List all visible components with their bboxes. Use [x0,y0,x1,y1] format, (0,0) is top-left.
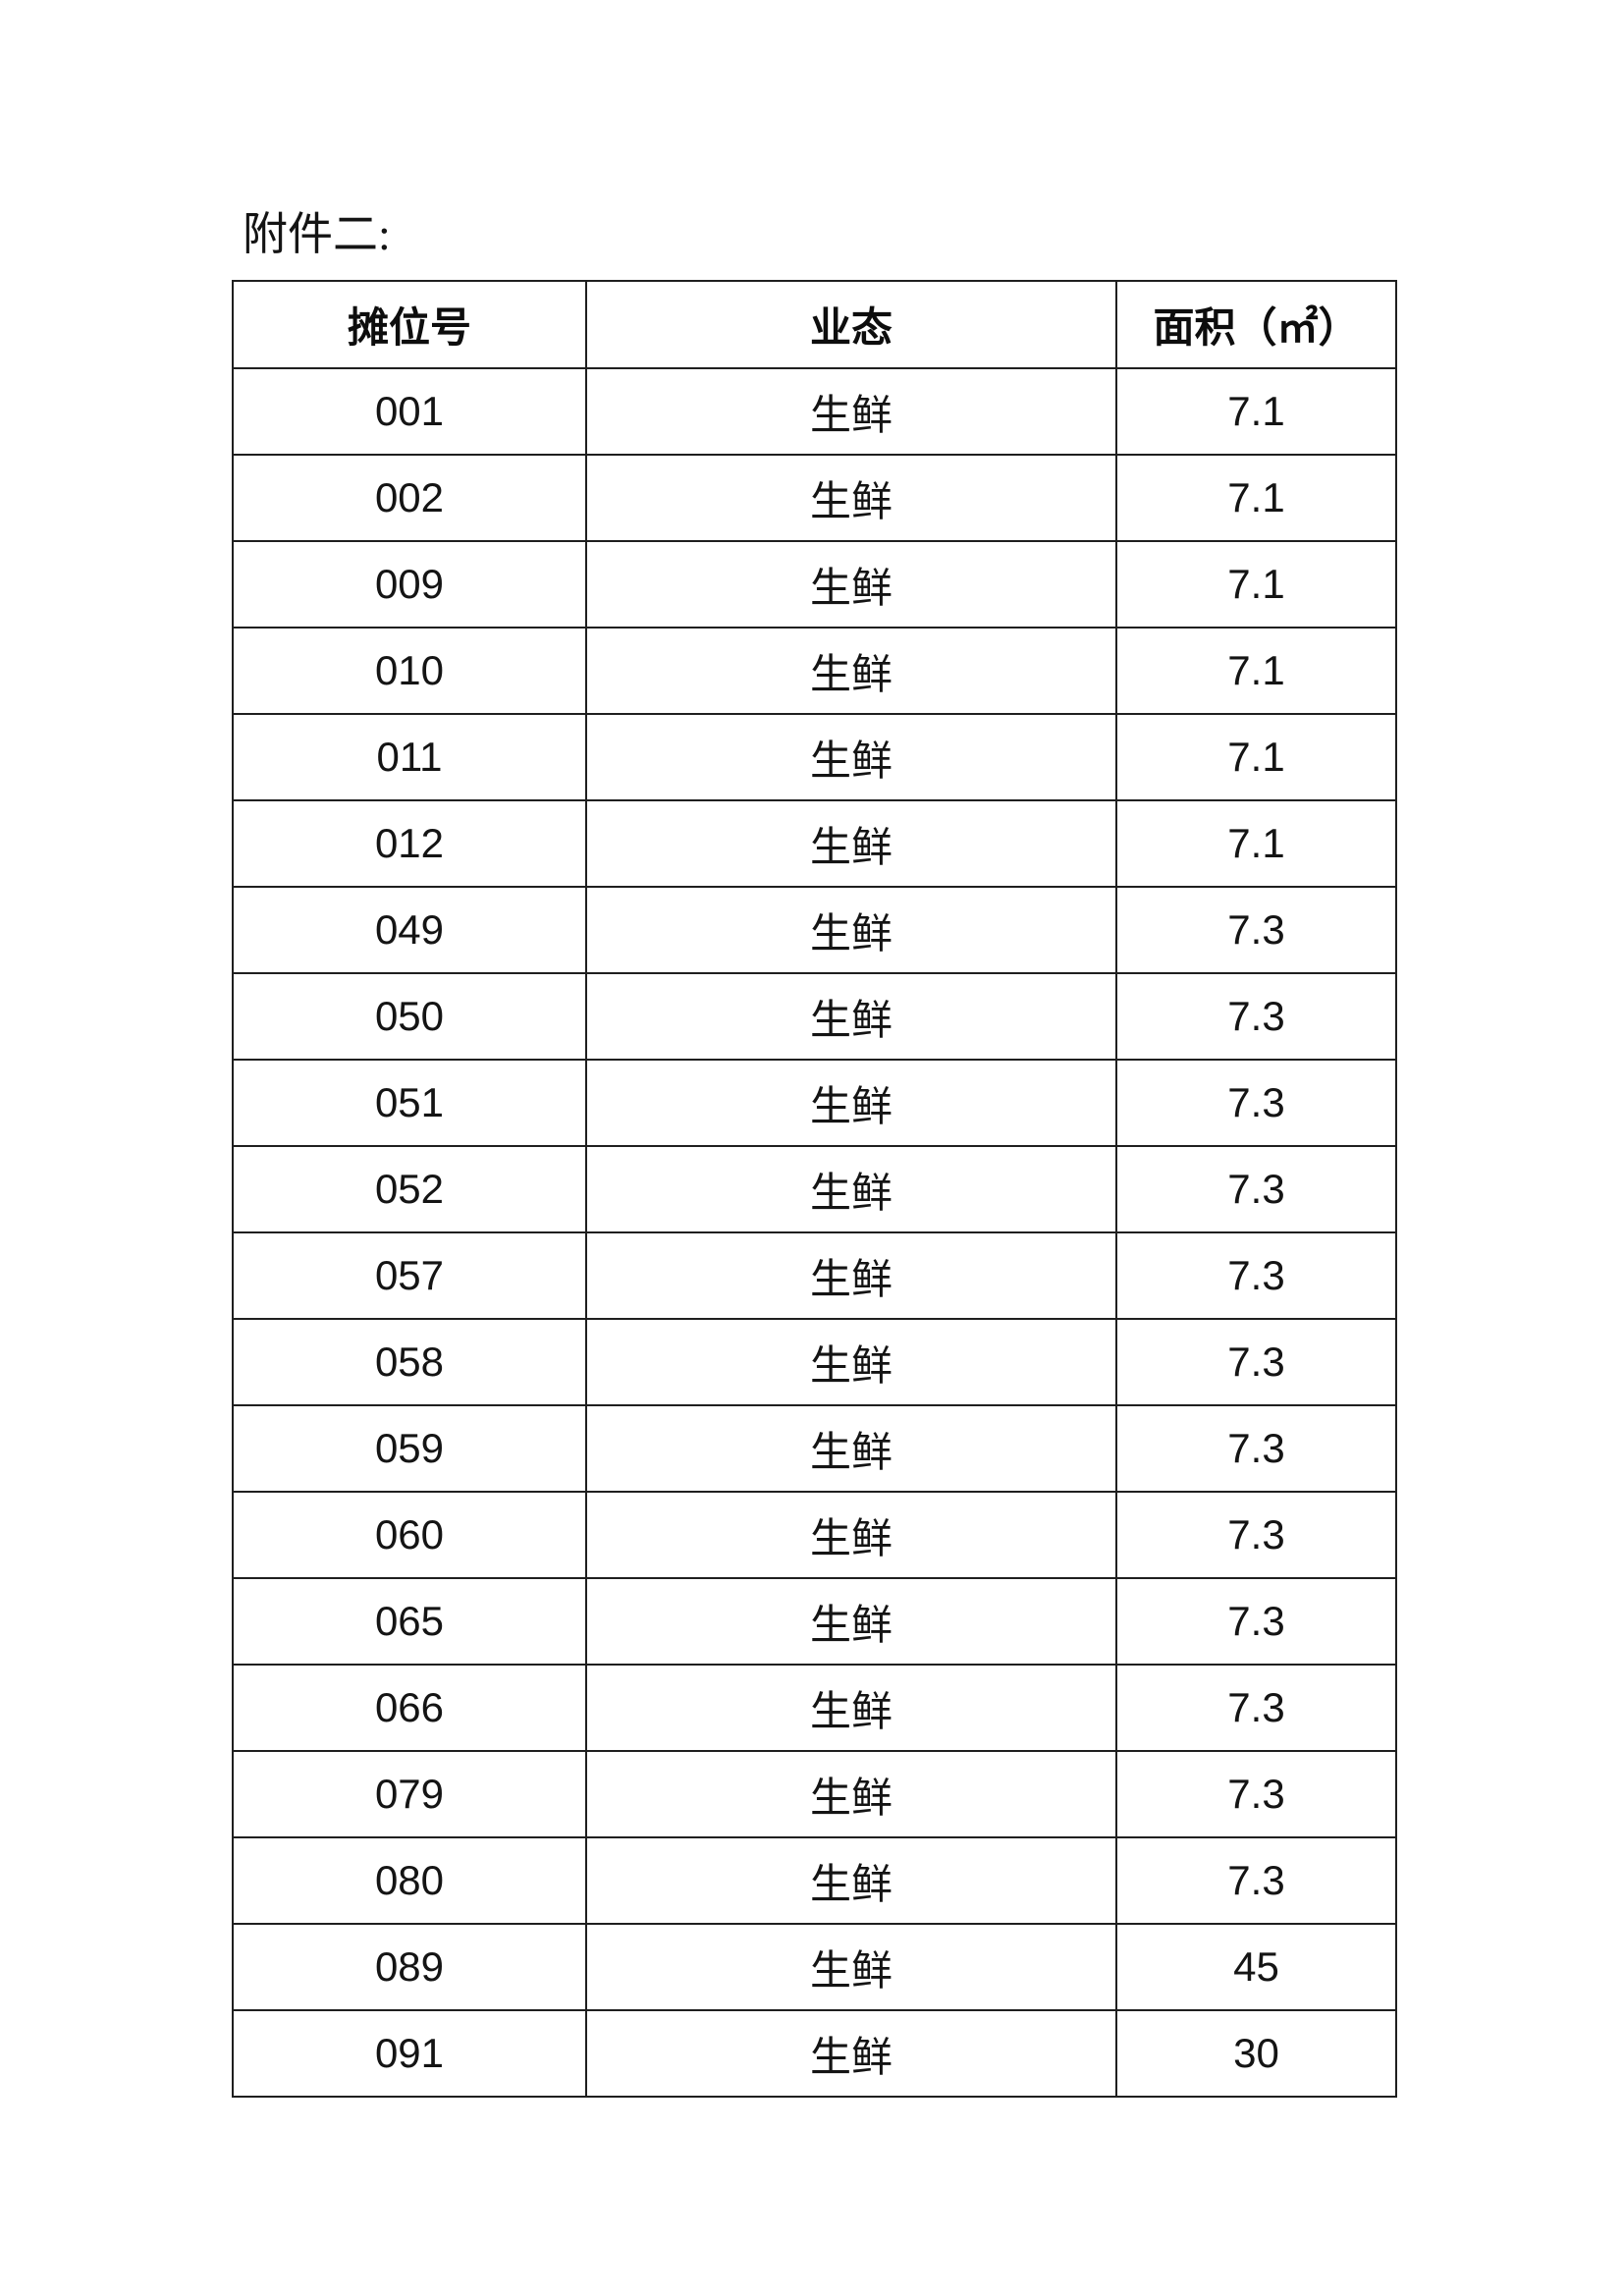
cell-stall-number: 051 [232,1059,587,1147]
cell-area: 7.3 [1115,1750,1397,1838]
cell-business-type: 生鲜 [585,627,1117,715]
cell-business-type: 生鲜 [585,2009,1117,2098]
table-row: 057 生鲜 7.3 [232,1231,1397,1320]
header-cell-area: 面积（㎡） [1115,280,1397,369]
cell-stall-number: 065 [232,1577,587,1666]
cell-area: 7.1 [1115,799,1397,888]
cell-area: 7.1 [1115,454,1397,542]
cell-area: 30 [1115,2009,1397,2098]
cell-stall-number: 011 [232,713,587,801]
cell-area: 7.1 [1115,627,1397,715]
stall-table: 摊位号 业态 面积（㎡） 001 生鲜 7.1 002 生鲜 7.1 009 生… [232,280,1397,2098]
cell-business-type: 生鲜 [585,886,1117,974]
cell-business-type: 生鲜 [585,1577,1117,1666]
cell-stall-number: 050 [232,972,587,1061]
cell-business-type: 生鲜 [585,1491,1117,1579]
header-row: 摊位号 业态 面积（㎡） [232,280,1397,369]
cell-area: 7.3 [1115,1318,1397,1406]
table-row: 089 生鲜 45 [232,1923,1397,2011]
cell-business-type: 生鲜 [585,1923,1117,2011]
stall-table-body: 001 生鲜 7.1 002 生鲜 7.1 009 生鲜 7.1 010 生鲜 … [232,367,1397,2098]
cell-area: 7.3 [1115,1664,1397,1752]
table-row: 010 生鲜 7.1 [232,627,1397,715]
cell-stall-number: 012 [232,799,587,888]
table-row: 060 生鲜 7.3 [232,1491,1397,1579]
cell-business-type: 生鲜 [585,1145,1117,1233]
cell-business-type: 生鲜 [585,1836,1117,1925]
cell-business-type: 生鲜 [585,367,1117,456]
cell-stall-number: 057 [232,1231,587,1320]
cell-area: 7.3 [1115,1491,1397,1579]
cell-stall-number: 052 [232,1145,587,1233]
cell-business-type: 生鲜 [585,540,1117,629]
cell-area: 7.3 [1115,1836,1397,1925]
table-row: 011 生鲜 7.1 [232,713,1397,801]
cell-business-type: 生鲜 [585,713,1117,801]
cell-stall-number: 080 [232,1836,587,1925]
cell-stall-number: 079 [232,1750,587,1838]
cell-area: 7.3 [1115,1577,1397,1666]
header-cell-business-type: 业态 [585,280,1117,369]
attachment-title: 附件二: [243,209,391,259]
cell-area: 7.3 [1115,1404,1397,1493]
cell-stall-number: 066 [232,1664,587,1752]
cell-stall-number: 001 [232,367,587,456]
table-row: 065 生鲜 7.3 [232,1577,1397,1666]
table-row: 058 生鲜 7.3 [232,1318,1397,1406]
cell-area: 7.3 [1115,1059,1397,1147]
cell-area: 7.1 [1115,713,1397,801]
cell-area: 7.3 [1115,886,1397,974]
cell-business-type: 生鲜 [585,1664,1117,1752]
table-row: 051 生鲜 7.3 [232,1059,1397,1147]
table-row: 009 生鲜 7.1 [232,540,1397,629]
table-row: 050 生鲜 7.3 [232,972,1397,1061]
cell-area: 7.3 [1115,1231,1397,1320]
table-row: 049 生鲜 7.3 [232,886,1397,974]
table-row: 079 生鲜 7.3 [232,1750,1397,1838]
table-row: 001 生鲜 7.1 [232,367,1397,456]
stall-table-header: 摊位号 业态 面积（㎡） [232,280,1397,369]
table-row: 091 生鲜 30 [232,2009,1397,2098]
cell-area: 7.1 [1115,367,1397,456]
cell-area: 7.3 [1115,972,1397,1061]
cell-business-type: 生鲜 [585,972,1117,1061]
cell-stall-number: 060 [232,1491,587,1579]
cell-business-type: 生鲜 [585,1059,1117,1147]
table-row: 066 生鲜 7.3 [232,1664,1397,1752]
cell-stall-number: 059 [232,1404,587,1493]
header-cell-stall-number: 摊位号 [232,280,587,369]
cell-stall-number: 009 [232,540,587,629]
table-row: 080 生鲜 7.3 [232,1836,1397,1925]
cell-area: 45 [1115,1923,1397,2011]
table-row: 052 生鲜 7.3 [232,1145,1397,1233]
cell-area: 7.1 [1115,540,1397,629]
cell-business-type: 生鲜 [585,799,1117,888]
cell-business-type: 生鲜 [585,454,1117,542]
cell-stall-number: 058 [232,1318,587,1406]
table-row: 002 生鲜 7.1 [232,454,1397,542]
table-row: 012 生鲜 7.1 [232,799,1397,888]
table-row: 059 生鲜 7.3 [232,1404,1397,1493]
cell-business-type: 生鲜 [585,1750,1117,1838]
cell-stall-number: 002 [232,454,587,542]
cell-stall-number: 091 [232,2009,587,2098]
cell-business-type: 生鲜 [585,1318,1117,1406]
cell-business-type: 生鲜 [585,1231,1117,1320]
cell-stall-number: 089 [232,1923,587,2011]
cell-area: 7.3 [1115,1145,1397,1233]
cell-business-type: 生鲜 [585,1404,1117,1493]
cell-stall-number: 010 [232,627,587,715]
cell-stall-number: 049 [232,886,587,974]
